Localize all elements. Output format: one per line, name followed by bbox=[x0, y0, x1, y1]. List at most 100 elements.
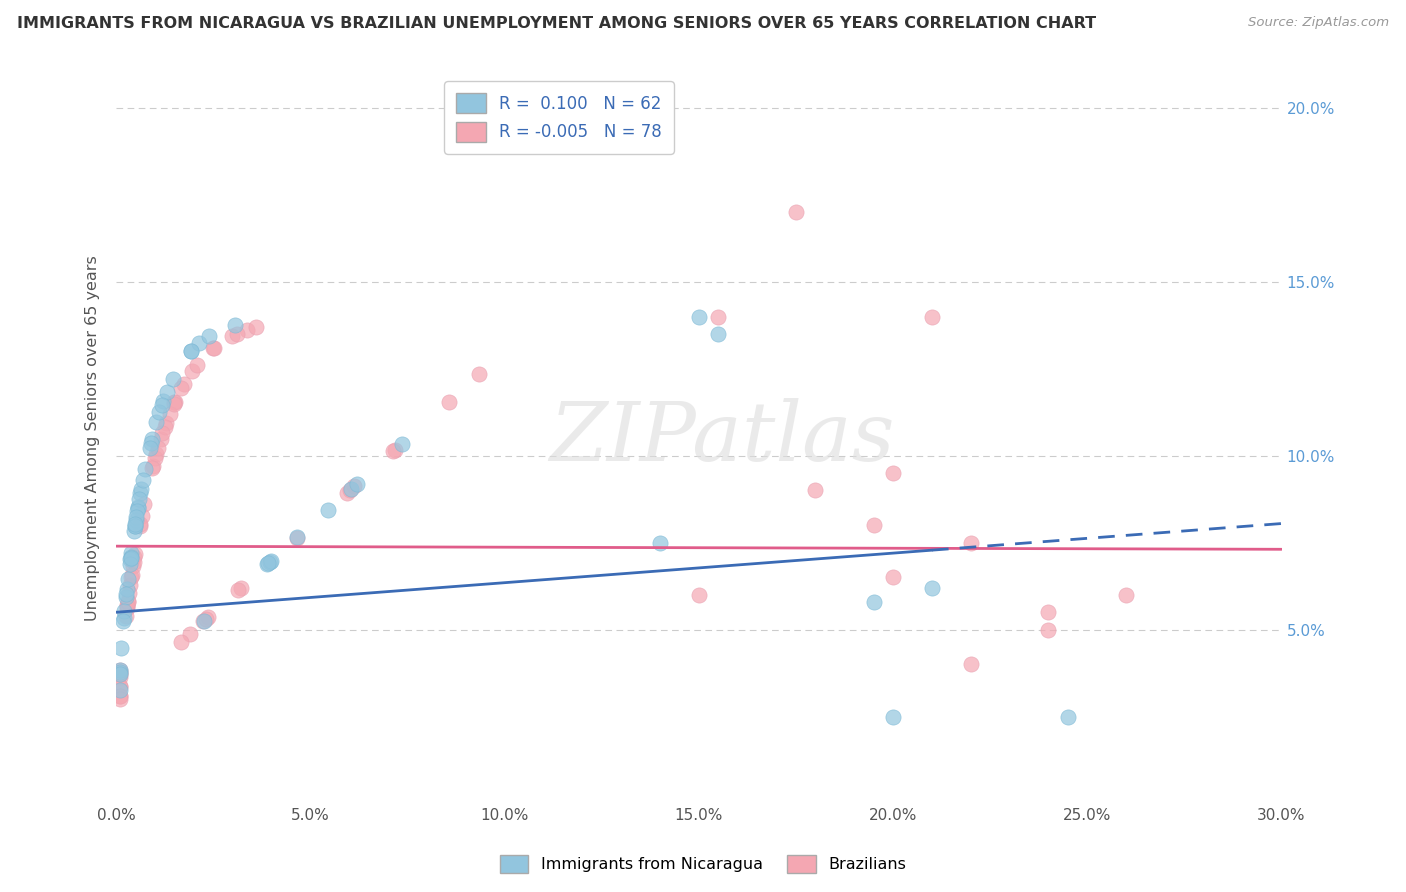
Point bbox=[197, 610, 219, 624]
Point bbox=[198, 328, 221, 343]
Point bbox=[882, 466, 904, 480]
Point bbox=[108, 689, 131, 703]
Point bbox=[1115, 588, 1137, 602]
Point bbox=[188, 335, 211, 350]
Point bbox=[316, 503, 339, 517]
Point bbox=[129, 483, 152, 497]
Point bbox=[117, 598, 139, 612]
Point bbox=[381, 444, 404, 458]
Point bbox=[108, 689, 131, 703]
Point bbox=[180, 344, 202, 359]
Point bbox=[153, 419, 176, 434]
Point bbox=[336, 485, 359, 500]
Point bbox=[124, 547, 146, 561]
Point bbox=[285, 531, 308, 545]
Point bbox=[468, 368, 491, 382]
Point bbox=[108, 670, 131, 684]
Point bbox=[139, 436, 162, 450]
Point bbox=[224, 318, 246, 332]
Point bbox=[115, 590, 138, 604]
Point bbox=[346, 477, 368, 491]
Point bbox=[245, 320, 267, 334]
Point bbox=[108, 667, 131, 681]
Point bbox=[108, 667, 131, 681]
Point bbox=[155, 416, 177, 430]
Point bbox=[112, 614, 135, 628]
Text: IMMIGRANTS FROM NICARAGUA VS BRAZILIAN UNEMPLOYMENT AMONG SENIORS OVER 65 YEARS : IMMIGRANTS FROM NICARAGUA VS BRAZILIAN U… bbox=[17, 16, 1097, 31]
Point bbox=[391, 436, 413, 450]
Point bbox=[145, 447, 167, 461]
Point bbox=[112, 610, 135, 624]
Point bbox=[193, 614, 215, 628]
Point bbox=[1057, 709, 1080, 723]
Point bbox=[173, 376, 195, 391]
Y-axis label: Unemployment Among Seniors over 65 years: Unemployment Among Seniors over 65 years bbox=[86, 255, 100, 621]
Point bbox=[163, 397, 186, 411]
Point bbox=[131, 508, 153, 523]
Point bbox=[108, 663, 131, 677]
Point bbox=[256, 557, 278, 571]
Point bbox=[882, 570, 904, 584]
Point bbox=[129, 516, 152, 531]
Legend: R =  0.100   N = 62, R = -0.005   N = 78: R = 0.100 N = 62, R = -0.005 N = 78 bbox=[444, 81, 673, 153]
Point bbox=[115, 586, 138, 600]
Point bbox=[121, 568, 143, 582]
Point bbox=[202, 341, 225, 355]
Point bbox=[707, 310, 730, 324]
Point bbox=[862, 518, 884, 533]
Point bbox=[226, 326, 249, 341]
Point bbox=[112, 604, 135, 618]
Point bbox=[108, 680, 131, 694]
Point bbox=[143, 451, 166, 466]
Point bbox=[257, 557, 280, 571]
Point bbox=[260, 553, 283, 567]
Point bbox=[149, 432, 172, 446]
Point bbox=[115, 582, 138, 596]
Point bbox=[108, 666, 131, 681]
Point bbox=[169, 634, 191, 648]
Point bbox=[121, 559, 143, 574]
Point bbox=[124, 519, 146, 533]
Point bbox=[159, 407, 181, 421]
Point bbox=[141, 461, 163, 475]
Point bbox=[959, 535, 981, 549]
Point bbox=[120, 570, 142, 584]
Point bbox=[138, 441, 160, 455]
Point bbox=[141, 432, 163, 446]
Point bbox=[343, 479, 366, 493]
Point bbox=[110, 641, 132, 656]
Point bbox=[921, 581, 943, 595]
Point bbox=[142, 459, 165, 474]
Point bbox=[124, 549, 146, 564]
Point bbox=[163, 394, 186, 409]
Point bbox=[128, 518, 150, 533]
Point bbox=[194, 612, 217, 626]
Point bbox=[118, 557, 141, 571]
Point bbox=[162, 371, 184, 385]
Point bbox=[180, 344, 202, 359]
Point bbox=[117, 572, 139, 586]
Point bbox=[118, 578, 141, 592]
Point bbox=[122, 524, 145, 539]
Point bbox=[707, 326, 730, 341]
Point bbox=[1038, 623, 1060, 637]
Point bbox=[193, 614, 215, 628]
Point bbox=[127, 500, 149, 515]
Point bbox=[882, 709, 904, 723]
Point bbox=[115, 601, 138, 615]
Point bbox=[114, 608, 136, 623]
Point bbox=[152, 426, 174, 441]
Point bbox=[108, 679, 131, 693]
Legend: Immigrants from Nicaragua, Brazilians: Immigrants from Nicaragua, Brazilians bbox=[494, 848, 912, 880]
Point bbox=[648, 535, 671, 549]
Point bbox=[120, 550, 142, 565]
Point bbox=[339, 482, 361, 496]
Point bbox=[115, 599, 138, 613]
Point bbox=[339, 483, 361, 497]
Point bbox=[128, 491, 150, 506]
Point bbox=[688, 588, 710, 602]
Point bbox=[163, 395, 186, 409]
Point bbox=[134, 462, 156, 476]
Point bbox=[148, 405, 170, 419]
Point bbox=[202, 341, 225, 355]
